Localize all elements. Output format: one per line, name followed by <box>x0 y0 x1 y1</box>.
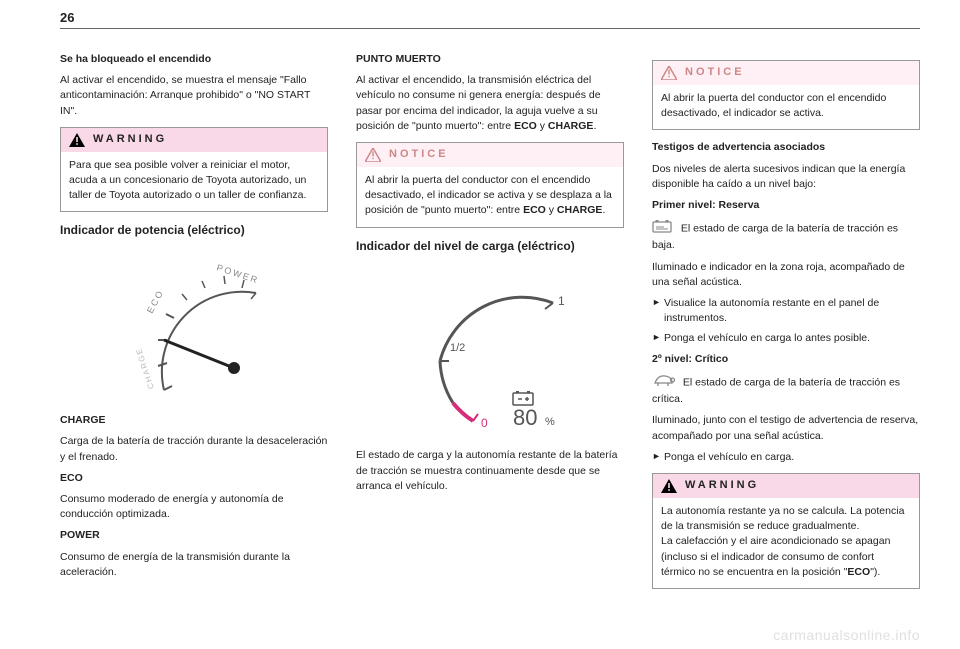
charge-head: CHARGE <box>60 414 106 426</box>
eco-body: Consumo moderado de energía y autonomía … <box>60 492 328 522</box>
gauge-label-eco: ECO <box>145 288 166 315</box>
svg-text:80: 80 <box>513 405 537 430</box>
gauge-label-charge: CHARGE <box>134 346 156 390</box>
warning-body: Para que sea posible volver a reiniciar … <box>61 152 327 212</box>
watermark: carmanualsonline.info <box>773 627 920 643</box>
charge-body: Carga de la batería de tracción durante … <box>60 434 328 464</box>
power-head: POWER <box>60 529 100 541</box>
notice-title: NOTICE <box>389 147 449 163</box>
heading-locked-ignition: Se ha bloqueado el encendido <box>60 52 328 67</box>
notice2-body: Al abrir la puerta del conductor con el … <box>653 85 919 129</box>
level2-bullets: Ponga el vehículo en carga. <box>652 450 920 465</box>
power-gauge: POWER ECO CHARGE <box>60 248 328 403</box>
level2-head: 2º nivel: Crítico <box>652 352 920 367</box>
power-body: Consumo de energía de la transmisión dur… <box>60 550 328 580</box>
column-3: NOTICE Al abrir la puerta del conductor … <box>652 52 920 599</box>
notice2-icon <box>661 66 677 80</box>
charge-gauge: 1 1/2 0 80 % <box>356 263 624 438</box>
level1-b1: Visualice la autonomía restante en el pa… <box>652 296 920 326</box>
turtle-icon <box>652 373 676 392</box>
eco-head: ECO <box>60 472 83 484</box>
top-rule <box>60 28 920 29</box>
level1-b2: Ponga el vehículo en carga lo antes posi… <box>652 331 920 346</box>
notice-box-door: NOTICE Al abrir la puerta del conductor … <box>652 60 920 130</box>
notice-body: Al abrir la puerta del conductor con el … <box>357 167 623 227</box>
svg-text:1: 1 <box>558 294 565 308</box>
notice2-head: NOTICE <box>653 61 919 85</box>
heading-warn-lights: Testigos de advertencia asociados <box>652 140 920 155</box>
heading-neutral: PUNTO MUERTO <box>356 52 624 67</box>
notice2-title: NOTICE <box>685 65 745 81</box>
level1-after: Iluminado e indicador en la zona roja, a… <box>652 260 920 290</box>
level2-body: El estado de carga de la batería de trac… <box>652 373 920 407</box>
warning-head: WARNING <box>61 128 327 152</box>
para-locked-ignition: Al activar el encendido, se muestra el m… <box>60 73 328 119</box>
para-charge-status: El estado de carga y la autonomía restan… <box>356 448 624 494</box>
svg-text:%: % <box>545 416 555 428</box>
warning-box-restart: WARNING Para que sea posible volver a re… <box>60 127 328 213</box>
column-1: Se ha bloqueado el encendido Al activar … <box>60 52 328 599</box>
level2-after: Iluminado, junto con el testigo de adver… <box>652 413 920 443</box>
level1-body: El estado de carga de la batería de trac… <box>652 219 920 253</box>
gauge-label-power: POWER <box>215 262 260 285</box>
heading-charge-indicator: Indicador del nivel de carga (eléctrico) <box>356 238 624 255</box>
heading-power-indicator: Indicador de potencia (eléctrico) <box>60 222 328 239</box>
warning2-icon <box>661 479 677 493</box>
para-neutral: Al activar el encendido, la transmisión … <box>356 73 624 134</box>
notice-head: NOTICE <box>357 143 623 167</box>
level2-b1: Ponga el vehículo en carga. <box>652 450 920 465</box>
manual-page: 26 Se ha bloqueado el encendido Al activ… <box>0 0 960 649</box>
svg-text:1/2: 1/2 <box>450 342 465 354</box>
warning-box-range: WARNING La autonomía restante ya no se c… <box>652 473 920 589</box>
warning2-body: La autonomía restante ya no se calcula. … <box>653 498 919 588</box>
warning-icon <box>69 133 85 147</box>
battery-reserve-icon <box>652 219 674 238</box>
warning2-head: WARNING <box>653 474 919 498</box>
svg-text:0: 0 <box>481 416 488 430</box>
notice-icon <box>365 148 381 162</box>
level1-bullets: Visualice la autonomía restante en el pa… <box>652 296 920 346</box>
warning2-title: WARNING <box>685 478 759 494</box>
column-2: PUNTO MUERTO Al activar el encendido, la… <box>356 52 624 599</box>
level1-head: Primer nivel: Reserva <box>652 198 920 213</box>
columns: Se ha bloqueado el encendido Al activar … <box>60 28 920 599</box>
para-levels-intro: Dos niveles de alerta sucesivos indican … <box>652 162 920 192</box>
page-number: 26 <box>60 10 74 25</box>
warning-title: WARNING <box>93 132 167 148</box>
notice-box-neutral: NOTICE Al abrir la puerta del conductor … <box>356 142 624 228</box>
